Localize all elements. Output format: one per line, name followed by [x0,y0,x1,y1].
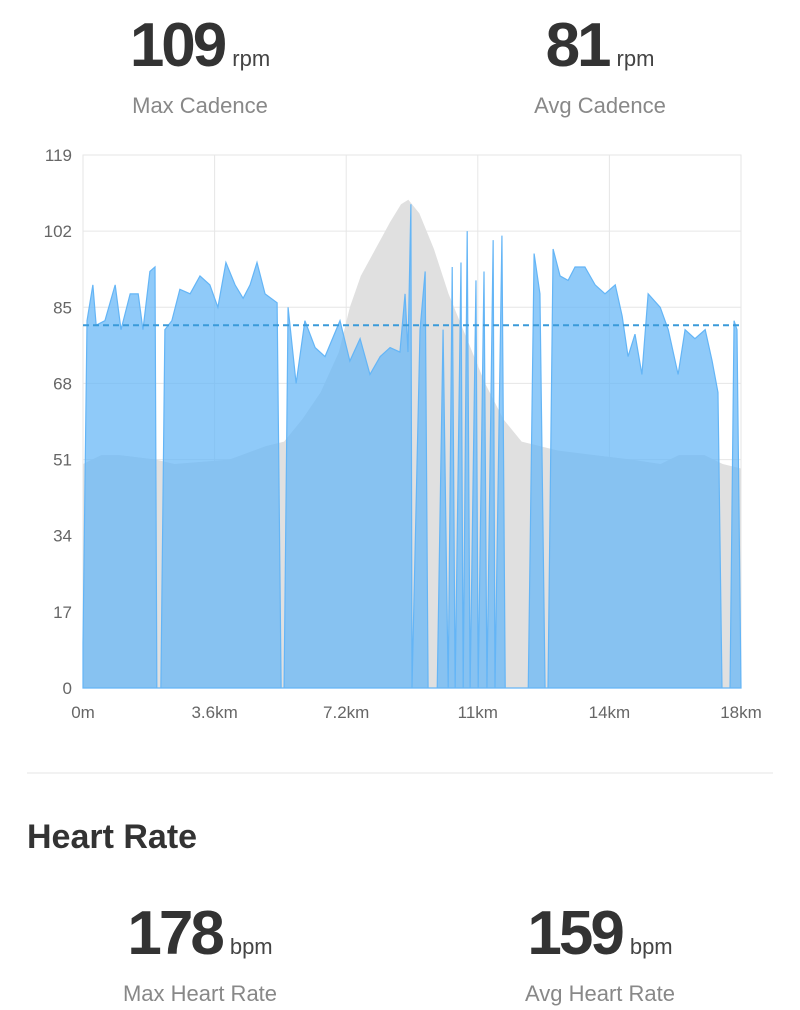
chart: 0 17 34 51 68 85 102 119 0m 3.6km 7.2km 11km 14km 18k… [44,146,762,722]
stat-unit: bpm [630,934,673,959]
stat-label: Avg Heart Rate [525,981,675,1006]
stat-value: 109 [130,11,226,80]
stat-value: 81 [546,11,610,80]
stat: 81 rpm [546,11,655,80]
stat: 109 rpm [130,11,270,80]
stat-label: Max Cadence [132,93,268,118]
y-tick-label: 51 [53,451,72,470]
x-tick-label: 3.6km [191,703,237,722]
x-tick-label: 18km [720,703,762,722]
stat: 159 bpm [527,899,672,968]
x-tick-label: 11km [458,703,498,722]
stat-unit: bpm [230,934,273,959]
y-tick-label: 34 [53,527,72,546]
stat-label: Max Heart Rate [123,981,277,1006]
y-tick-label: 102 [44,222,72,241]
x-tick-label: 7.2km [323,703,369,722]
y-tick-label: 119 [45,146,72,165]
y-tick-label: 68 [53,374,72,393]
y-tick-label: 17 [53,603,72,622]
y-tick-label: 0 [63,679,72,698]
stat-unit: rpm [617,46,655,71]
stat: 178 bpm [127,899,272,968]
stat-value: 159 [527,899,623,968]
x-tick-label: 0m [71,703,95,722]
section-title: Heart Rate [27,818,197,856]
x-tick-label: 14km [589,703,631,722]
y-tick-label: 85 [53,298,72,317]
stat-unit: rpm [232,46,270,71]
stat-value: 178 [127,899,223,968]
stat-label: Avg Cadence [534,93,666,118]
